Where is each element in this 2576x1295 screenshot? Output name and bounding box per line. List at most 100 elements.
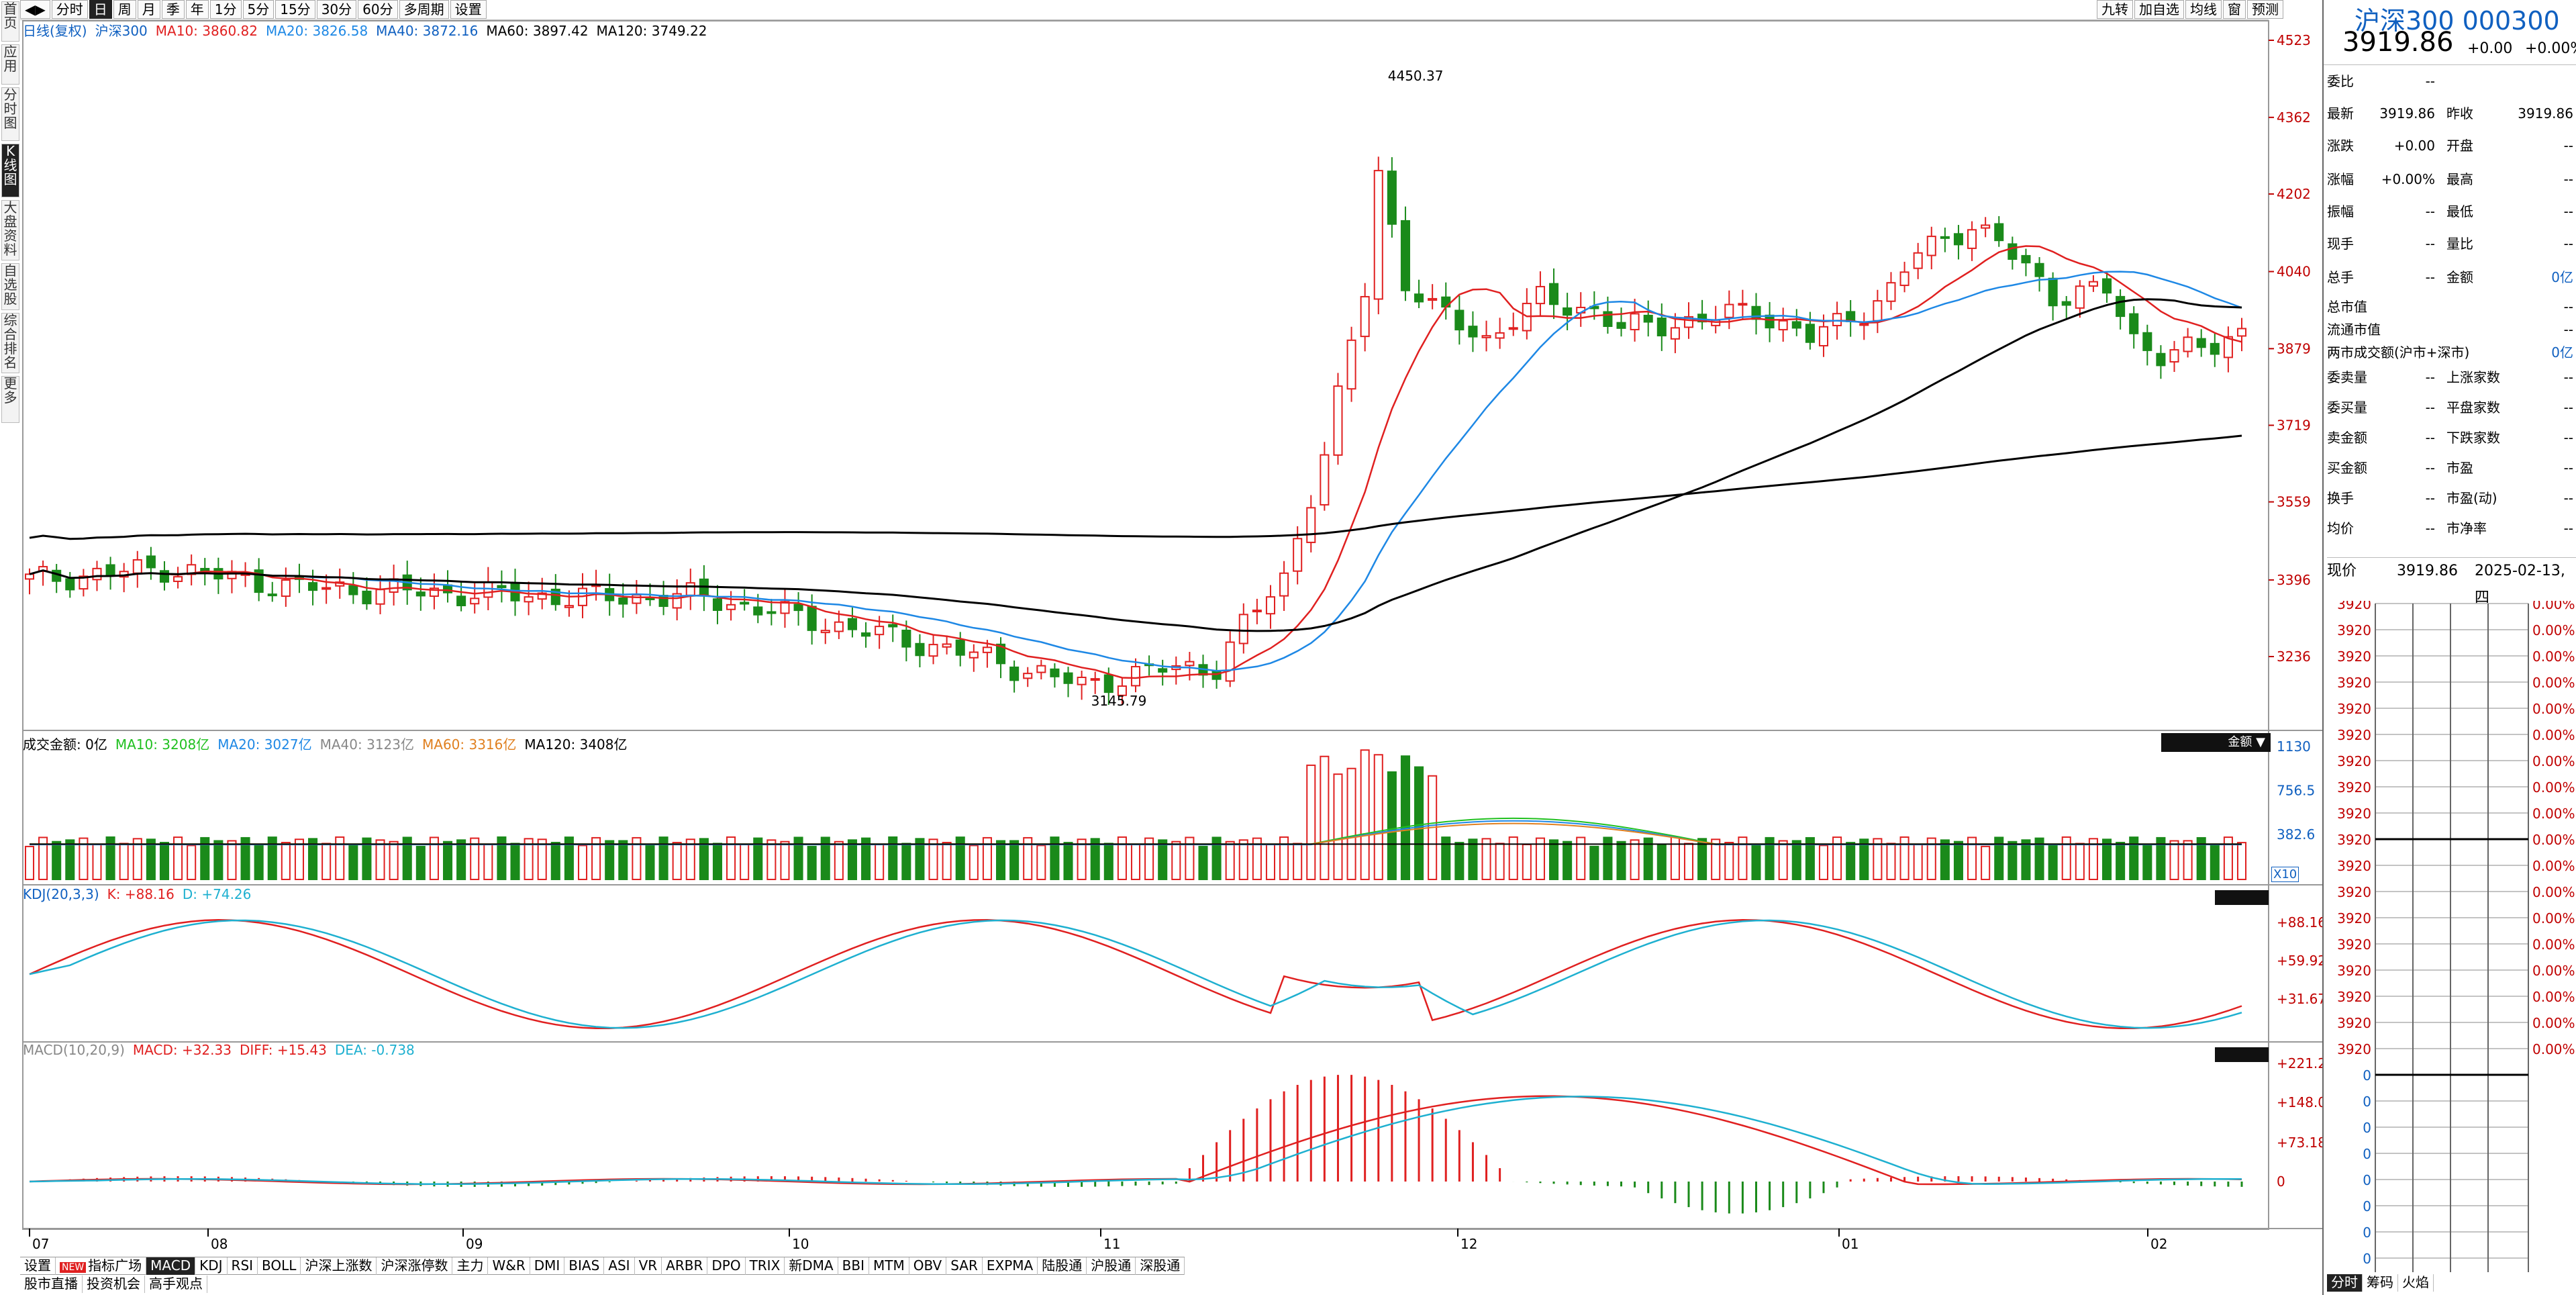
kline-chart[interactable]: 4523 4362 4202 4040 3879 3719 3559 3396 3236 4450…	[0, 20, 2327, 1255]
indicator-tab-14[interactable]: ARBR	[662, 1257, 708, 1275]
kdj-panel-badge[interactable]	[2215, 890, 2269, 905]
indicator-tab-25[interactable]: 深股通	[1136, 1257, 1185, 1275]
indicator-tab-12[interactable]: ASI	[604, 1257, 635, 1275]
period-tab-12[interactable]: 设置	[450, 0, 487, 19]
quote-price: 3919.86	[2342, 27, 2454, 58]
volume-legend-item-5: MA120: 3408亿	[524, 736, 628, 753]
period-tab-0[interactable]: 分时	[51, 0, 88, 19]
volume-bar	[38, 836, 48, 880]
volume-bar	[901, 843, 911, 881]
quote-row-1: 最新 3919.86 昨收 3919.86	[2327, 98, 2576, 129]
quote-cell: --	[2425, 430, 2435, 446]
volume-bar	[1765, 836, 1775, 880]
top-right-tab-0[interactable]: 九转	[2097, 0, 2133, 19]
candle-body	[1279, 572, 1289, 597]
macd-panel-badge[interactable]	[2215, 1047, 2269, 1062]
volume-bar	[497, 836, 507, 880]
left-tab-4[interactable]: 大盘资料	[1, 200, 19, 260]
candle-body	[159, 570, 170, 583]
left-tab-2[interactable]: 分时图	[1, 87, 19, 141]
indicator-tab-label: ASI	[608, 1257, 630, 1274]
quote-cell: 下跌家数	[2446, 430, 2500, 446]
indicator-tab-9[interactable]: W&R	[488, 1257, 530, 1275]
quote-cell: 涨幅	[2327, 171, 2354, 187]
left-tab-3[interactable]: K线图	[1, 144, 19, 197]
top-right-tab-3[interactable]: 窗	[2223, 0, 2246, 19]
top-right-tab-4[interactable]: 预测	[2247, 0, 2283, 19]
quote-bottom-tab-0[interactable]: 分时	[2327, 1274, 2363, 1292]
mini-pct-label: 0.00%	[2532, 963, 2575, 979]
indicator-tab-24[interactable]: 沪股通	[1087, 1257, 1136, 1275]
candle-body	[415, 591, 426, 597]
indicator-tab-7[interactable]: 沪深涨停数	[377, 1257, 453, 1275]
period-tab-8[interactable]: 15分	[275, 0, 315, 19]
candle-body	[1953, 233, 1963, 246]
candle-body	[1630, 313, 1640, 330]
indicator-tab-4[interactable]: RSI	[228, 1257, 258, 1275]
indicator-tab-5[interactable]: BOLL	[258, 1257, 301, 1275]
indicator-tab-0[interactable]: 设置	[20, 1257, 56, 1275]
period-tab-3[interactable]: 月	[137, 0, 160, 19]
period-tab-4[interactable]: 季	[161, 0, 185, 19]
indicator-tab-20[interactable]: OBV	[909, 1257, 947, 1275]
top-right-tab-1[interactable]: 加自选	[2134, 0, 2184, 19]
chart-frame	[22, 20, 2322, 1230]
indicator-tab-23[interactable]: 陆股通	[1038, 1257, 1087, 1275]
indicator-tab-15[interactable]: DPO	[707, 1257, 746, 1275]
period-tab-9[interactable]: 30分	[316, 0, 357, 19]
left-tab-7[interactable]: 更多	[1, 376, 19, 423]
indicator-tab-21[interactable]: SAR	[946, 1257, 983, 1275]
volume-bar	[1576, 836, 1586, 880]
indicator-tab-label: 沪深涨停数	[381, 1257, 448, 1274]
left-tab-0[interactable]: 首页	[1, 1, 19, 42]
indicator-tab-8[interactable]: 主力	[452, 1257, 489, 1275]
left-tab-6[interactable]: 综合排名	[1, 313, 19, 373]
period-tab-7[interactable]: 5分	[242, 0, 275, 19]
quote-bottom-tab-1[interactable]: 筹码	[2363, 1274, 2398, 1292]
candle-body	[2075, 285, 2085, 309]
candle-body	[267, 593, 277, 597]
indicator-tab-13[interactable]: VR	[635, 1257, 662, 1275]
bottom-tab-1[interactable]: 投资机会	[83, 1276, 145, 1293]
indicator-tab-1[interactable]: NEW 指标广场	[56, 1257, 147, 1275]
volume-bar	[1252, 837, 1262, 881]
candle-body	[1050, 668, 1060, 677]
nav-arrows[interactable]: ◀▶	[20, 0, 50, 19]
bottom-tab-0[interactable]: 股市直播	[20, 1276, 83, 1293]
candle-body	[1265, 596, 1276, 615]
period-tab-6[interactable]: 1分	[209, 0, 242, 19]
period-tab-10[interactable]: 60分	[358, 0, 398, 19]
indicator-tab-22[interactable]: EXPMA	[983, 1257, 1038, 1275]
indicator-tab-10[interactable]: DMI	[530, 1257, 565, 1275]
indicator-tab-2[interactable]: MACD	[146, 1257, 196, 1275]
volume-bar	[105, 836, 115, 881]
candle-body	[1563, 307, 1573, 316]
quote-cell: --	[2425, 490, 2435, 506]
quote-cell: 最新	[2327, 105, 2354, 122]
left-tab-1[interactable]: 应用	[1, 44, 19, 85]
period-tab-1[interactable]: 日	[89, 0, 112, 19]
indicator-tab-11[interactable]: BIAS	[564, 1257, 605, 1275]
period-tab-11[interactable]: 多周期	[399, 0, 449, 19]
candle-body	[321, 587, 332, 590]
period-tab-2[interactable]: 周	[113, 0, 136, 19]
volume-ma20-line	[30, 820, 2242, 846]
quote-cell: --	[2563, 299, 2573, 315]
bottom-tab-2[interactable]: 高手观点	[145, 1276, 207, 1293]
volume-bar	[1738, 836, 1748, 880]
top-right-tab-2[interactable]: 均线	[2185, 0, 2222, 19]
indicator-tab-17[interactable]: 新DMA	[785, 1257, 838, 1275]
quote-bottom-tab-2[interactable]: 火焰	[2398, 1274, 2434, 1292]
left-tab-5[interactable]: 自选股	[1, 263, 19, 310]
candle-body	[564, 605, 574, 608]
volume-legend-item-4: MA60: 3316亿	[422, 736, 517, 753]
candle-body	[1117, 685, 1127, 696]
candle-body	[1643, 314, 1653, 323]
volume-type-button[interactable]: 金额 ▼	[2161, 733, 2271, 752]
indicator-tab-16[interactable]: TRIX	[746, 1257, 785, 1275]
period-tab-5[interactable]: 年	[185, 0, 209, 19]
indicator-tab-19[interactable]: MTM	[869, 1257, 909, 1275]
indicator-tab-6[interactable]: 沪深上涨数	[301, 1257, 377, 1275]
indicator-tab-3[interactable]: KDJ	[195, 1257, 228, 1275]
indicator-tab-18[interactable]: BBI	[838, 1257, 869, 1275]
